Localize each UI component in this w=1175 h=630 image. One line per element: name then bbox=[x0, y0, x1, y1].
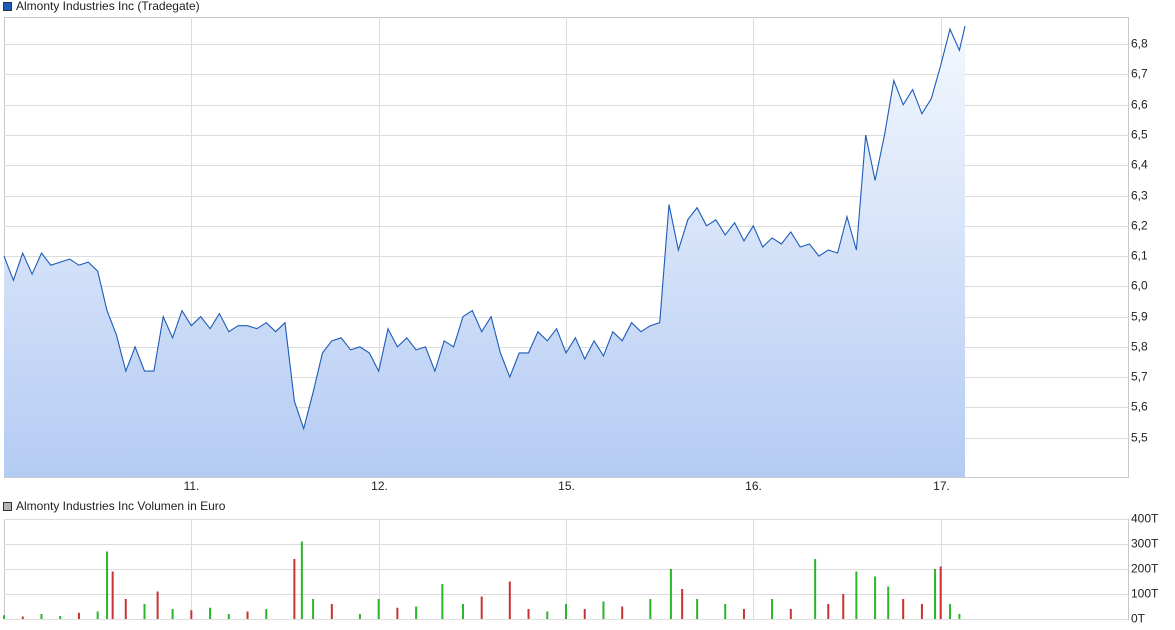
volume-bar bbox=[546, 611, 549, 619]
volume-bar bbox=[949, 604, 952, 619]
volume-bar bbox=[312, 599, 315, 619]
x-tick-label: 16. bbox=[745, 479, 762, 493]
y-tick-label: 100T bbox=[1131, 587, 1159, 601]
y-tick-label: 6,0 bbox=[1131, 279, 1148, 293]
volume-bar bbox=[669, 569, 672, 619]
y-tick-label: 300T bbox=[1131, 537, 1159, 551]
volume-bar bbox=[649, 599, 652, 619]
y-tick-label: 6,2 bbox=[1131, 219, 1148, 233]
volume-bar bbox=[565, 604, 567, 619]
chart-title: Almonty Industries Inc Volumen in Euro bbox=[16, 499, 226, 513]
volume-bar bbox=[842, 594, 845, 619]
y-tick-label: 400T bbox=[1131, 512, 1159, 526]
volume-bar bbox=[902, 599, 905, 619]
volume-bar bbox=[21, 616, 24, 619]
y-tick-label: 6,1 bbox=[1131, 249, 1148, 263]
y-tick-label: 6,3 bbox=[1131, 189, 1148, 203]
y-tick-label: 5,7 bbox=[1131, 370, 1148, 384]
volume-bar bbox=[40, 614, 43, 619]
volume-bar bbox=[527, 609, 530, 619]
volume-bar bbox=[190, 610, 193, 619]
price-line bbox=[3, 25, 966, 431]
volume-bar bbox=[696, 599, 699, 619]
y-tick-label: 5,8 bbox=[1131, 340, 1148, 354]
volume-bar bbox=[789, 609, 792, 619]
volume-bar bbox=[246, 611, 249, 619]
legend-swatch bbox=[3, 502, 12, 511]
volume-bar bbox=[59, 616, 62, 619]
volume-bar bbox=[681, 589, 684, 619]
volume-bar bbox=[300, 541, 303, 619]
volume-bar bbox=[396, 607, 399, 619]
volume-bar bbox=[106, 551, 109, 619]
volume-bar bbox=[3, 615, 5, 619]
x-tick-label: 17. bbox=[933, 479, 950, 493]
volume-bar bbox=[742, 609, 745, 619]
chart-title: Almonty Industries Inc (Tradegate) bbox=[16, 0, 200, 13]
volume-bar bbox=[171, 609, 174, 619]
volume-bar bbox=[209, 607, 212, 619]
volume-bar bbox=[480, 596, 483, 619]
x-tick-label: 11. bbox=[184, 479, 200, 493]
volume-bar bbox=[377, 599, 380, 619]
volume-bar bbox=[583, 609, 586, 619]
volume-bar bbox=[124, 599, 127, 619]
volume-bar bbox=[415, 606, 418, 619]
volume-bar bbox=[143, 604, 146, 619]
volume-bar bbox=[330, 604, 333, 619]
volume-bar bbox=[77, 612, 80, 619]
y-tick-label: 200T bbox=[1131, 562, 1159, 576]
volume-bar bbox=[156, 591, 159, 619]
y-tick-label: 6,6 bbox=[1131, 98, 1148, 112]
volume-bar bbox=[934, 569, 937, 619]
volume-bar bbox=[939, 566, 942, 619]
y-tick-label: 6,4 bbox=[1131, 158, 1148, 172]
y-tick-label: 6,5 bbox=[1131, 128, 1148, 142]
y-tick-label: 6,7 bbox=[1131, 67, 1148, 81]
volume-bar bbox=[265, 609, 268, 619]
volume-bar bbox=[96, 611, 99, 619]
volume-bar bbox=[920, 604, 923, 619]
volume-bar bbox=[461, 604, 464, 619]
y-tick-label: 5,6 bbox=[1131, 400, 1148, 414]
price-area bbox=[4, 26, 965, 477]
volume-bar bbox=[887, 586, 890, 619]
volume-bar bbox=[874, 576, 877, 619]
volume-bar bbox=[358, 614, 361, 619]
y-tick-label: 6,8 bbox=[1131, 37, 1148, 51]
volume-bar bbox=[111, 571, 114, 619]
x-tick-label: 15. bbox=[558, 479, 575, 493]
y-tick-label: 5,5 bbox=[1131, 431, 1148, 445]
volume-bar bbox=[771, 599, 774, 619]
volume-bar bbox=[855, 571, 858, 619]
volume-bar bbox=[508, 581, 511, 619]
y-tick-label: 0T bbox=[1131, 612, 1146, 626]
volume-bar bbox=[827, 604, 830, 619]
volume-bar bbox=[293, 559, 296, 619]
volume-bar bbox=[621, 606, 624, 619]
legend-swatch bbox=[3, 2, 12, 11]
x-tick-label: 12. bbox=[371, 479, 388, 493]
volume-bar bbox=[602, 601, 605, 619]
volume-bar bbox=[958, 614, 961, 619]
volume-bar bbox=[227, 614, 230, 619]
volume-bar bbox=[724, 604, 727, 619]
volume-bar bbox=[441, 584, 444, 619]
volume-bar bbox=[814, 559, 817, 619]
y-tick-label: 5,9 bbox=[1131, 310, 1148, 324]
